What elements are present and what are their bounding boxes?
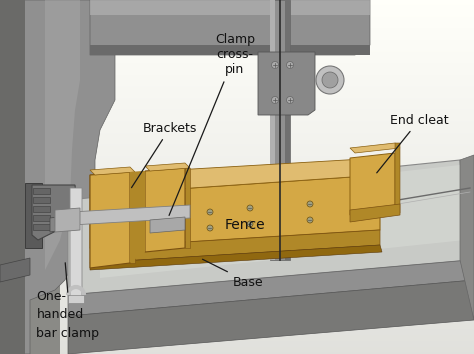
Ellipse shape bbox=[228, 222, 283, 244]
Text: End cleat: End cleat bbox=[377, 114, 448, 173]
Polygon shape bbox=[150, 217, 185, 233]
Circle shape bbox=[272, 62, 279, 69]
Bar bbox=[68, 295, 84, 303]
Polygon shape bbox=[33, 215, 50, 221]
Bar bbox=[270, 0, 290, 260]
Polygon shape bbox=[145, 163, 190, 171]
Circle shape bbox=[207, 225, 213, 231]
Circle shape bbox=[247, 221, 253, 227]
Bar bbox=[270, 0, 275, 260]
Text: Base: Base bbox=[202, 259, 264, 289]
Circle shape bbox=[307, 201, 313, 207]
Circle shape bbox=[286, 62, 293, 69]
Circle shape bbox=[307, 217, 313, 223]
Polygon shape bbox=[33, 206, 50, 212]
Polygon shape bbox=[33, 188, 50, 194]
Polygon shape bbox=[90, 245, 382, 270]
Polygon shape bbox=[25, 183, 42, 248]
Polygon shape bbox=[70, 188, 82, 300]
Polygon shape bbox=[33, 224, 50, 230]
Polygon shape bbox=[350, 143, 400, 153]
Bar bbox=[285, 0, 290, 260]
Polygon shape bbox=[55, 205, 190, 226]
Polygon shape bbox=[350, 204, 400, 222]
Circle shape bbox=[247, 205, 253, 211]
Circle shape bbox=[316, 66, 344, 94]
Polygon shape bbox=[90, 230, 380, 263]
Polygon shape bbox=[0, 258, 30, 282]
Polygon shape bbox=[90, 175, 380, 248]
Circle shape bbox=[272, 97, 279, 103]
Polygon shape bbox=[90, 0, 370, 15]
Circle shape bbox=[207, 209, 213, 215]
Polygon shape bbox=[68, 260, 474, 316]
Polygon shape bbox=[130, 171, 145, 263]
Polygon shape bbox=[90, 0, 370, 55]
Polygon shape bbox=[32, 185, 78, 240]
Polygon shape bbox=[460, 155, 474, 320]
Text: Brackets: Brackets bbox=[131, 121, 197, 188]
Polygon shape bbox=[90, 45, 370, 55]
Polygon shape bbox=[90, 158, 380, 195]
Polygon shape bbox=[68, 280, 474, 354]
Text: Clamp
cross-
pin: Clamp cross- pin bbox=[169, 34, 255, 216]
Polygon shape bbox=[50, 215, 75, 232]
Polygon shape bbox=[90, 172, 130, 268]
Polygon shape bbox=[55, 208, 80, 232]
Polygon shape bbox=[258, 52, 315, 115]
Polygon shape bbox=[145, 168, 185, 252]
Polygon shape bbox=[68, 160, 470, 295]
Polygon shape bbox=[395, 143, 400, 213]
Text: One-
handed
bar clamp: One- handed bar clamp bbox=[36, 291, 100, 339]
Polygon shape bbox=[45, 0, 80, 270]
Polygon shape bbox=[0, 0, 60, 354]
Circle shape bbox=[322, 72, 338, 88]
Polygon shape bbox=[350, 153, 395, 215]
Text: Fence: Fence bbox=[225, 218, 265, 232]
Circle shape bbox=[286, 97, 293, 103]
Polygon shape bbox=[100, 165, 465, 278]
Polygon shape bbox=[185, 168, 190, 248]
Polygon shape bbox=[33, 197, 50, 203]
Polygon shape bbox=[0, 0, 25, 354]
Polygon shape bbox=[0, 0, 115, 354]
Polygon shape bbox=[90, 167, 135, 175]
Polygon shape bbox=[130, 172, 135, 263]
